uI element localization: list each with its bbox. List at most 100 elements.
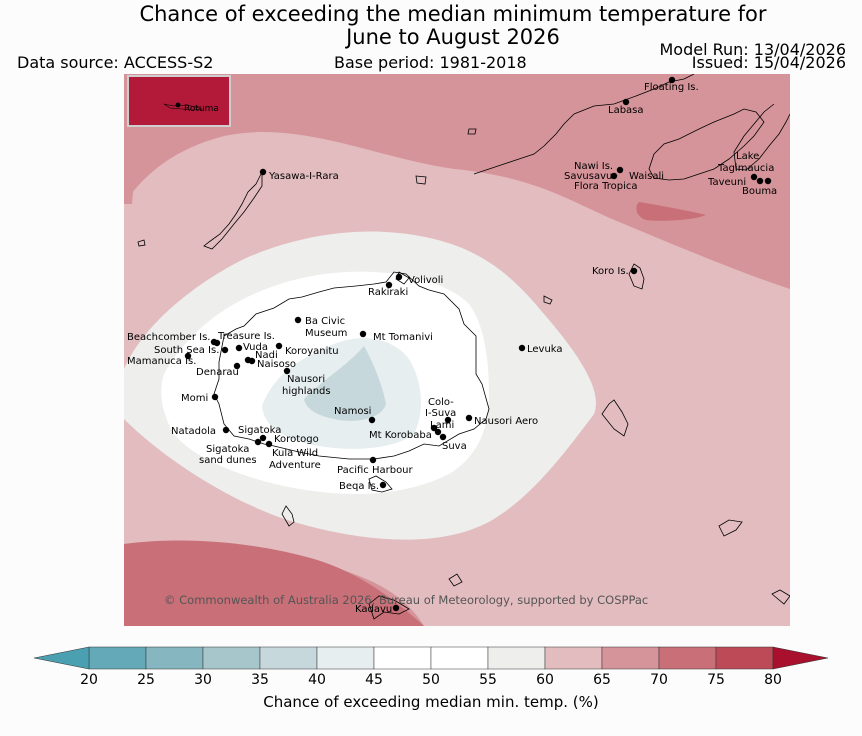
colorbar-cell — [430, 646, 489, 670]
place-marker — [610, 172, 618, 180]
place-marker — [213, 339, 221, 347]
colorbar-cell — [544, 646, 603, 670]
place-label: Nausori — [287, 374, 325, 385]
place-label: Nadi — [255, 350, 278, 361]
place-label: Sigatoka — [206, 444, 249, 455]
place-label: I-Suva — [425, 408, 456, 419]
place-label: Rakiraki — [368, 287, 408, 298]
colorbar-high-extend — [772, 646, 829, 670]
place-marker — [294, 316, 302, 324]
model-run: Model Run: 13/04/2026 — [659, 40, 847, 59]
map-title-line2: June to August 2026 — [346, 25, 560, 49]
place-marker — [184, 352, 192, 360]
place-label: Bouma — [742, 186, 777, 197]
place-label: Mamanuca Is. — [127, 356, 196, 367]
place-label: Pacific Harbour — [337, 465, 414, 476]
place-marker — [222, 426, 230, 434]
place-label: Savusavu — [564, 171, 612, 182]
place-marker — [444, 416, 452, 424]
colorbar-label: Chance of exceeding median min. temp. (%… — [263, 693, 599, 711]
colorbar-low-extend — [33, 646, 90, 670]
colorbar-tick-label: 75 — [707, 672, 725, 688]
place-label: Namosi — [334, 406, 371, 417]
place-label: Flora Tropica — [574, 181, 637, 192]
place-marker — [750, 173, 758, 181]
place-label: Koro Is. — [592, 266, 629, 277]
colorbar-cell — [145, 646, 204, 670]
place-marker — [622, 98, 630, 106]
colorbar-tick-label: 30 — [194, 672, 212, 688]
place-marker — [756, 177, 764, 185]
place-label: Treasure Is. — [217, 331, 275, 342]
map-title-line1: Chance of exceeding the median minimum t… — [139, 2, 767, 26]
place-label: Naisoso — [257, 359, 296, 370]
place-marker — [385, 281, 393, 289]
place-marker — [248, 357, 256, 365]
colorbar-tick-label: 45 — [365, 672, 383, 688]
place-label: Beachcomber Is. — [127, 332, 210, 343]
place-label: Korotogo — [274, 434, 319, 445]
place-marker — [233, 362, 241, 370]
base-period: Base period: 1981-2018 — [334, 53, 527, 72]
place-marker — [395, 273, 403, 281]
place-label: Museum — [305, 328, 347, 339]
place-label: Yasawa-I-Rara — [268, 171, 339, 182]
place-label: Labasa — [608, 105, 644, 116]
colorbar-tick-label: 20 — [80, 672, 98, 688]
place-marker — [379, 481, 387, 489]
colorbar-tick-label: 60 — [536, 672, 554, 688]
place-label: Momi — [181, 393, 208, 404]
place-marker — [368, 416, 376, 424]
place-label: Mt Korobaba — [369, 430, 432, 441]
place-markers — [184, 76, 772, 612]
copyright-notice: © Commonwealth of Australia 2026, Bureau… — [164, 593, 648, 607]
colorbar-cell — [259, 646, 318, 670]
place-label: Vuda — [243, 342, 268, 353]
place-label: Kula Wild — [272, 448, 318, 459]
colorbar — [33, 646, 829, 670]
place-label: South Sea Is. — [154, 345, 219, 356]
data-source: Data source: ACCESS-S2 — [17, 53, 214, 72]
place-marker — [211, 393, 219, 401]
place-marker — [221, 346, 229, 354]
place-marker — [668, 76, 676, 84]
place-label: Nausori Aero — [474, 416, 538, 427]
place-marker — [518, 344, 526, 352]
place-marker — [430, 424, 438, 432]
place-label: Ba Civic — [305, 316, 345, 327]
place-marker — [359, 330, 367, 338]
colorbar-cell — [373, 646, 432, 670]
place-labels: Floating Is. Labasa Yasawa-I-Rara Nawi I… — [127, 82, 777, 615]
place-label: Lami — [430, 420, 454, 431]
coastlines — [137, 74, 790, 620]
issued-date: Issued: 15/04/2026 — [691, 53, 846, 72]
place-marker — [235, 344, 243, 352]
colorbar-tick-label: 25 — [137, 672, 155, 688]
band-70-75 — [124, 540, 424, 626]
place-label: Sigatoka — [238, 425, 281, 436]
place-label: Levuka — [527, 344, 563, 355]
rotuma-inset — [127, 75, 231, 127]
place-label: sand dunes — [199, 455, 257, 466]
colorbar-tick-label: 70 — [650, 672, 668, 688]
band-70-75-north — [636, 202, 706, 221]
place-marker — [764, 177, 772, 185]
colorbar-cell — [658, 646, 717, 670]
place-marker — [369, 456, 377, 464]
colorbar-tick-label: 80 — [764, 672, 782, 688]
place-marker — [392, 604, 400, 612]
colorbar-cell — [715, 646, 774, 670]
place-marker — [630, 267, 638, 275]
place-label: Koroyanitu — [285, 346, 339, 357]
place-marker — [434, 428, 442, 436]
colorbar-cell — [601, 646, 660, 670]
place-label: highlands — [282, 386, 331, 397]
colorbar-cell — [88, 646, 147, 670]
place-label: Denarau — [196, 367, 239, 378]
place-label: Waisali — [629, 171, 664, 182]
place-label: Nawi Is. — [574, 161, 613, 172]
place-marker — [283, 367, 291, 375]
place-marker — [265, 440, 273, 448]
colorbar-cell — [487, 646, 546, 670]
place-label: Kadavu — [355, 604, 392, 615]
